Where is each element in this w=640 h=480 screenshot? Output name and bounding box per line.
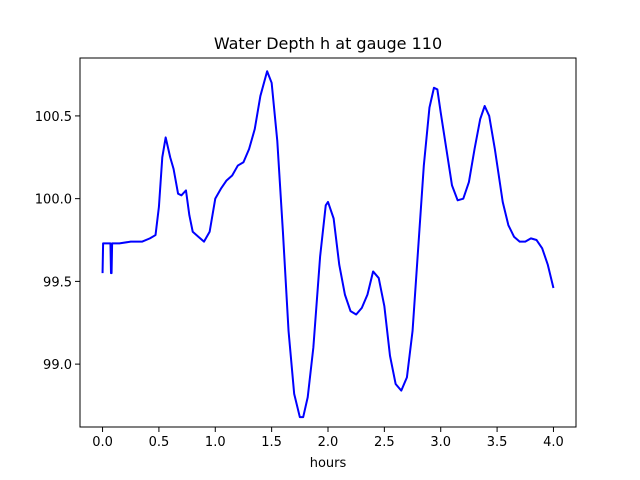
x-tick-label: 2.0: [318, 435, 339, 450]
x-axis-label: hours: [310, 456, 347, 471]
chart-title: Water Depth h at gauge 110: [214, 34, 442, 53]
y-tick-label: 100.0: [35, 193, 72, 208]
x-tick-label: 1.5: [261, 435, 282, 450]
x-tick-label: 2.5: [374, 435, 395, 450]
y-tick-label: 100.5: [35, 110, 72, 125]
y-tick-label: 99.0: [43, 358, 72, 373]
series-line: [101, 70, 555, 419]
x-tick-label: 1.0: [205, 435, 226, 450]
x-tick-label: 3.5: [487, 435, 508, 450]
x-tick-label: 3.0: [430, 435, 451, 450]
x-tick-label: 0.0: [92, 435, 113, 450]
plot-area: [101, 70, 555, 419]
y-tick-label: 99.5: [43, 275, 72, 290]
x-tick-label: 4.0: [543, 435, 564, 450]
x-axis: 0.0 0.5 1.0 1.5 2.0 2.5 3.0 3.5 4.0: [92, 427, 564, 450]
y-axis: 99.0 99.5 100.0 100.5: [35, 110, 80, 373]
plot-frame: [79, 57, 577, 428]
x-tick-label: 0.5: [149, 435, 170, 450]
